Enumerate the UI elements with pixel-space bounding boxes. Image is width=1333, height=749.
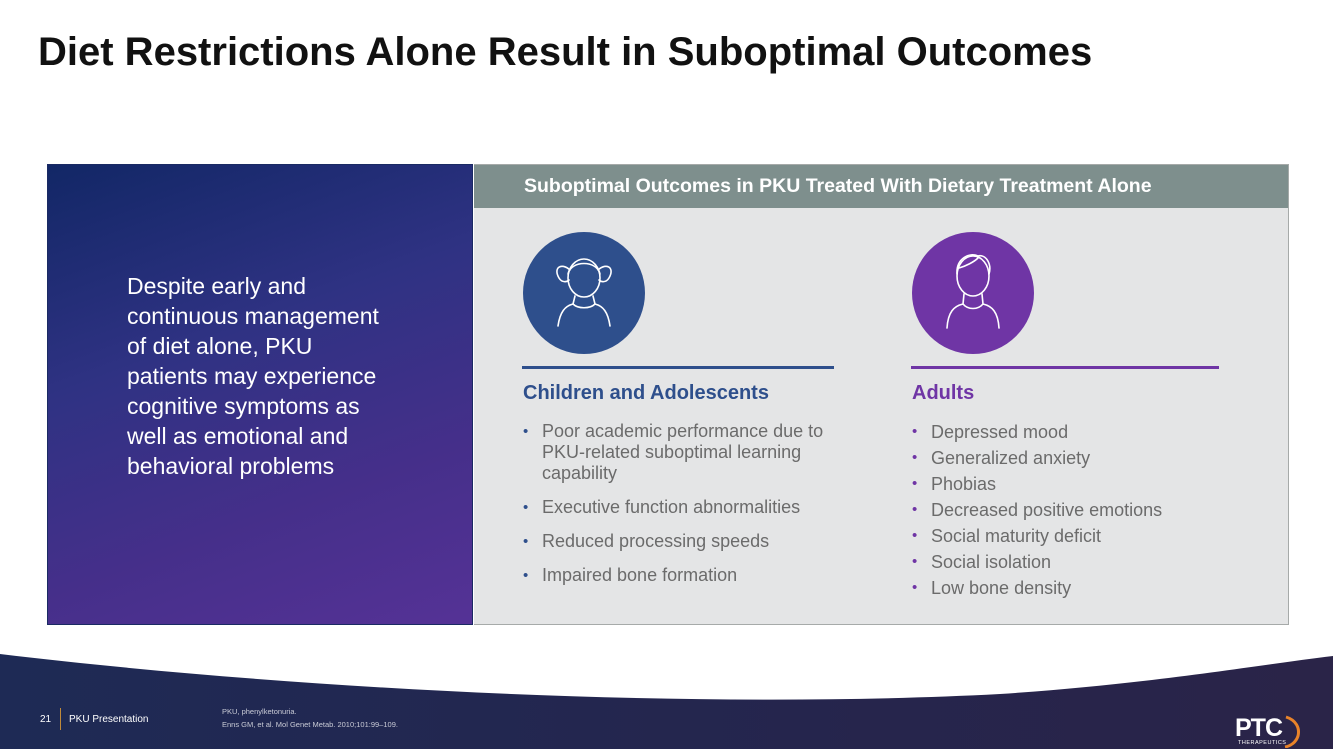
adults-bullet-list: Depressed mood Generalized anxiety Phobi… — [911, 421, 1231, 603]
list-item: Poor academic performance due to PKU-rel… — [522, 421, 842, 484]
outcomes-header-text: Suboptimal Outcomes in PKU Treated With … — [524, 175, 1152, 197]
list-item: Impaired bone formation — [522, 565, 842, 586]
logo-subtitle: THERAPEUTICS — [1238, 740, 1287, 746]
list-item: Social isolation — [911, 551, 1231, 573]
list-item: Depressed mood — [911, 421, 1231, 443]
list-item: Social maturity deficit — [911, 525, 1231, 547]
children-title: Children and Adolescents — [523, 382, 769, 404]
ptc-logo: PTC THERAPEUTICS — [1235, 714, 1305, 748]
outcomes-header: Suboptimal Outcomes in PKU Treated With … — [474, 165, 1288, 208]
adults-title: Adults — [912, 382, 975, 404]
reference-citation: Enns GM, et al. Mol Genet Metab. 2010;10… — [222, 720, 398, 729]
references: PKU, phenylketonuria. Enns GM, et al. Mo… — [222, 705, 398, 731]
summary-text: Despite early and continuous management … — [127, 273, 379, 479]
left-summary-panel: Despite early and continuous management … — [47, 164, 473, 625]
adult-icon — [912, 232, 1034, 354]
child-icon — [523, 232, 645, 354]
list-item: Reduced processing speeds — [522, 531, 842, 552]
logo-wordmark: PTC — [1235, 714, 1283, 742]
slide-title: Diet Restrictions Alone Result in Subopt… — [38, 30, 1093, 74]
list-item: Generalized anxiety — [911, 447, 1231, 469]
list-item: Executive function abnormalities — [522, 497, 842, 518]
page-number: 21 — [40, 714, 52, 725]
list-item: Low bone density — [911, 577, 1231, 599]
outcomes-panel: Suboptimal Outcomes in PKU Treated With … — [474, 164, 1289, 625]
logo-arc-icon — [1284, 715, 1300, 748]
list-item: Decreased positive emotions — [911, 499, 1231, 521]
children-divider — [522, 366, 834, 369]
presentation-label: PKU Presentation — [69, 714, 149, 725]
children-bullet-list: Poor academic performance due to PKU-rel… — [522, 421, 842, 599]
reference-abbreviation: PKU, phenylketonuria. — [222, 707, 297, 716]
footer-band — [0, 640, 1333, 749]
list-item: Phobias — [911, 473, 1231, 495]
footer-divider — [60, 708, 61, 730]
adults-divider — [911, 366, 1219, 369]
